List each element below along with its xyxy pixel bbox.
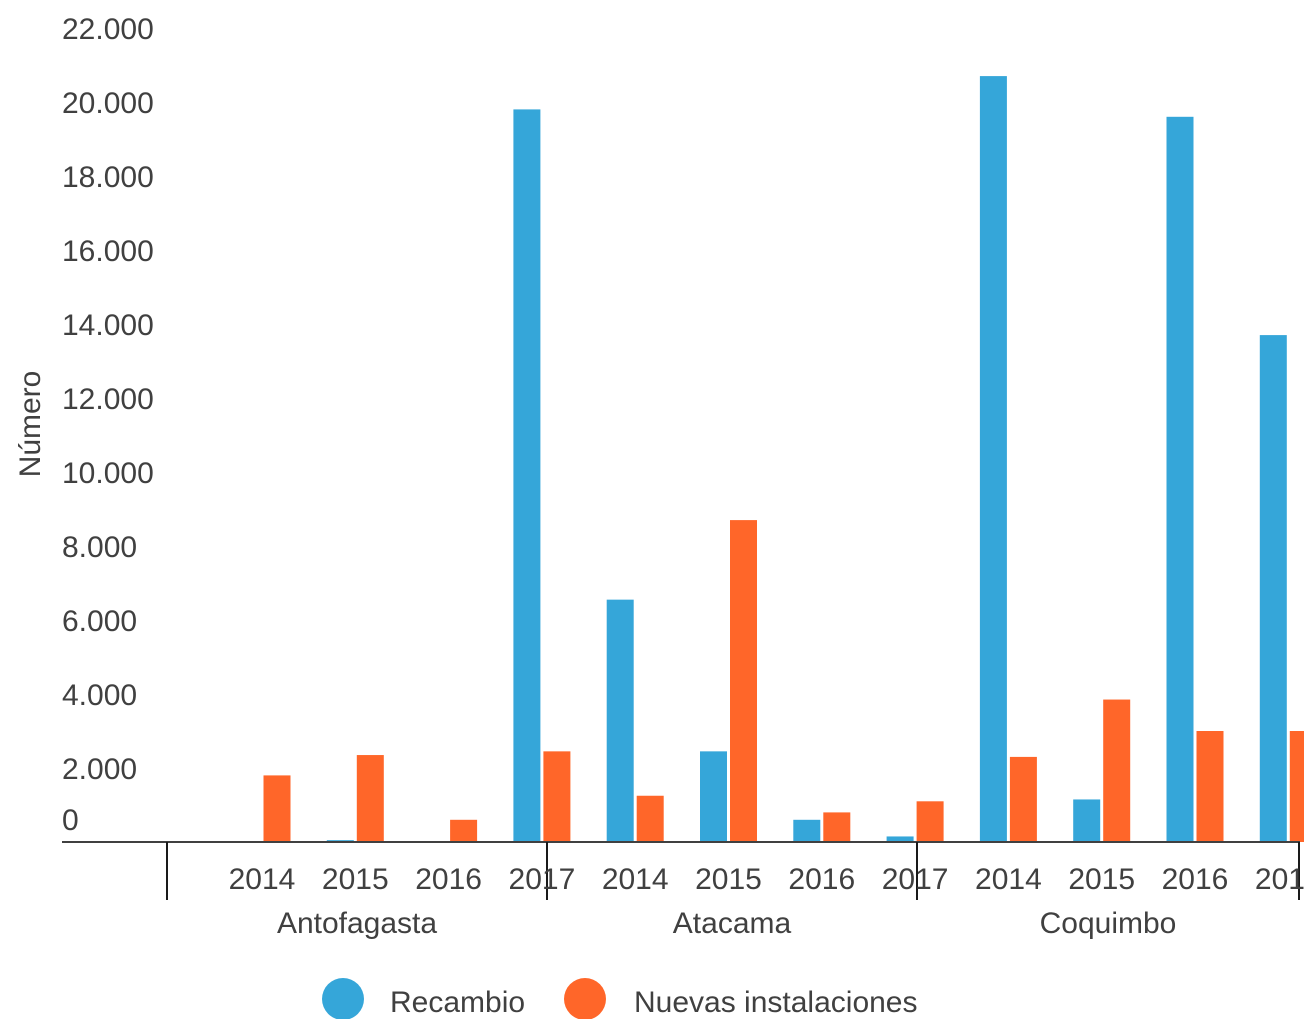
- legend-label: Recambio: [390, 986, 525, 1019]
- bar-nuevas-instalaciones: [1196, 731, 1224, 842]
- x-group-label: Antofagasta: [277, 907, 437, 940]
- y-axis-title: Número: [14, 371, 47, 478]
- x-tick-label: 2016: [415, 863, 482, 896]
- y-tick-label: 14.000: [62, 309, 154, 342]
- x-tick-label: 2017: [1255, 863, 1304, 896]
- x-tick-label: 2014: [229, 863, 296, 896]
- y-tick-label: 4.000: [62, 679, 137, 712]
- x-group-label: Coquimbo: [1040, 907, 1177, 940]
- bar-recambio: [886, 836, 914, 842]
- legend-label: Nuevas instalaciones: [634, 986, 918, 1019]
- bar-nuevas-instalaciones: [263, 775, 291, 842]
- x-tick-label: 2015: [695, 863, 762, 896]
- bar-recambio: [513, 109, 541, 842]
- y-axis-ticks: 0 2.000 4.000 6.000 8.000 10.000 12.000 14.000 1…: [62, 13, 154, 837]
- bar-recambio: [1259, 335, 1287, 842]
- y-tick-label: 22.000: [62, 13, 154, 46]
- x-tick-label: 2016: [1162, 863, 1229, 896]
- bar-recambio: [606, 599, 634, 842]
- y-tick-label: 8.000: [62, 531, 137, 564]
- y-tick-label: 6.000: [62, 605, 137, 638]
- legend-swatch: [564, 978, 606, 1019]
- bar-recambio: [979, 76, 1007, 843]
- y-tick-label: 0: [62, 804, 79, 837]
- bars: [263, 76, 1304, 843]
- x-tick-label: 2017: [509, 863, 576, 896]
- bar-nuevas-instalaciones: [1103, 699, 1131, 842]
- bar-nuevas-instalaciones: [356, 755, 384, 842]
- y-tick-label: 20.000: [62, 87, 154, 120]
- bar-recambio: [700, 751, 727, 842]
- legend-swatch: [322, 978, 364, 1019]
- legend: Recambio Nuevas instalaciones: [322, 978, 918, 1019]
- bar-nuevas-instalaciones: [636, 795, 664, 842]
- bar-nuevas-instalaciones: [543, 751, 571, 842]
- bar-nuevas-instalaciones: [1009, 756, 1037, 842]
- y-tick-label: 12.000: [62, 383, 154, 416]
- y-tick-label: 16.000: [62, 235, 154, 268]
- bar-nuevas-instalaciones: [916, 801, 944, 842]
- x-tick-label: 2016: [788, 863, 855, 896]
- x-tick-label: 2014: [602, 863, 669, 896]
- bar-nuevas-instalaciones: [1289, 731, 1304, 842]
- y-tick-label: 2.000: [62, 753, 137, 786]
- x-group-label: Atacama: [673, 907, 792, 940]
- y-tick-label: 10.000: [62, 457, 154, 490]
- bar-recambio: [793, 819, 821, 842]
- bar-recambio: [1073, 799, 1101, 842]
- bar-recambio: [1166, 116, 1194, 843]
- x-tick-label: 2015: [322, 863, 389, 896]
- x-tick-label: 2014: [975, 863, 1042, 896]
- bar-nuevas-instalaciones: [730, 520, 757, 842]
- bar-nuevas-instalaciones: [450, 819, 478, 842]
- bar-nuevas-instalaciones: [823, 812, 851, 842]
- x-axis: 2014 2015 2016 2017 Antofagasta 2014 2015 2016 2…: [62, 841, 1304, 940]
- x-tick-label: 2017: [882, 863, 949, 896]
- y-tick-label: 18.000: [62, 161, 154, 194]
- x-tick-label: 2015: [1068, 863, 1135, 896]
